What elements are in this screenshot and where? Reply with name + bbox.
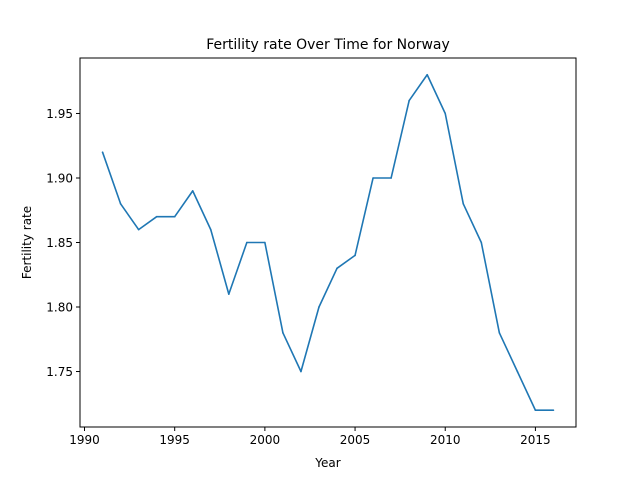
- data-point: [552, 409, 555, 412]
- y-axis-label: Fertility rate: [20, 206, 34, 279]
- data-point: [480, 241, 483, 244]
- data-point: [264, 241, 266, 244]
- data-point: [155, 215, 158, 218]
- data-point: [336, 267, 338, 270]
- data-point: [354, 254, 356, 257]
- data-point: [137, 228, 140, 231]
- data-point: [426, 73, 429, 76]
- data-point: [462, 202, 465, 205]
- data-point: [173, 215, 176, 218]
- data-point: [516, 370, 519, 373]
- data-point: [372, 177, 374, 179]
- x-tick-label: 2015: [520, 433, 551, 447]
- data-point: [282, 332, 284, 334]
- x-axis: 1990 1995 2000 2005 2010 2015: [69, 427, 551, 447]
- data-point: [101, 151, 104, 153]
- y-tick-label: 1.85: [46, 236, 73, 250]
- fertility-rate-line: [101, 73, 554, 412]
- data-point: [119, 202, 122, 205]
- plot-area: [101, 73, 555, 412]
- data-point: [444, 112, 447, 115]
- data-point: [191, 190, 194, 192]
- y-tick-label: 1.80: [46, 301, 73, 315]
- y-tick-label: 1.90: [46, 171, 73, 185]
- data-point: [408, 99, 410, 102]
- data-point: [498, 332, 501, 334]
- data-point: [318, 306, 320, 308]
- y-tick-label: 1.75: [46, 365, 73, 379]
- data-point: [390, 177, 392, 179]
- x-tick-label: 1995: [159, 433, 190, 447]
- data-point: [246, 241, 248, 244]
- chart-title: Fertility rate Over Time for Norway: [206, 37, 450, 53]
- data-point: [300, 370, 302, 373]
- x-tick-label: 1990: [69, 433, 100, 447]
- y-tick-label: 1.95: [46, 107, 73, 121]
- x-tick-label: 2005: [340, 433, 371, 447]
- x-tick-label: 2000: [250, 433, 281, 447]
- x-tick-label: 2010: [430, 433, 461, 447]
- y-axis: 1.75 1.80 1.85 1.90 1.95: [46, 107, 80, 379]
- x-axis-label: Year: [314, 456, 340, 470]
- data-point: [534, 409, 537, 412]
- data-point: [209, 228, 212, 231]
- data-point: [228, 293, 230, 295]
